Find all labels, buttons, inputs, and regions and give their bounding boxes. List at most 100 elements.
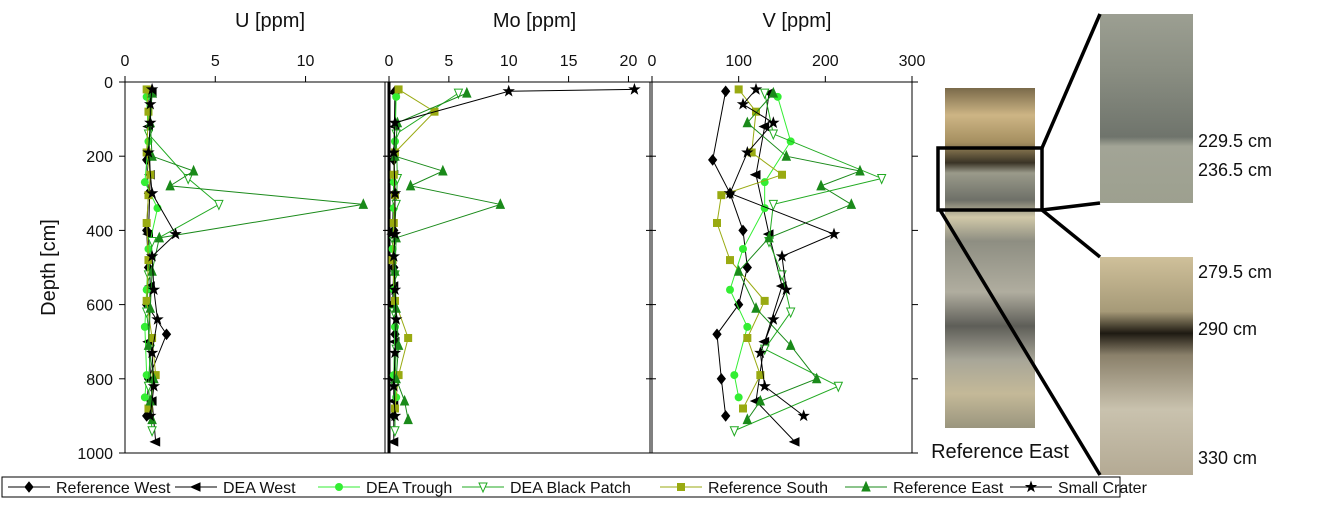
data-point: [151, 312, 164, 325]
zoom-photo-lower: [1100, 257, 1193, 475]
data-point: [827, 227, 841, 240]
data-point: [729, 426, 740, 437]
data-point: [388, 256, 397, 265]
data-point: [855, 164, 865, 176]
data-point: [387, 379, 400, 392]
data-point: [142, 145, 155, 158]
data-point: [144, 107, 153, 116]
y-axis-label: Depth [cm]: [38, 219, 60, 316]
zoom-box: [936, 146, 1044, 212]
x-tick-label: 5: [444, 53, 453, 70]
data-point: [147, 283, 161, 296]
data-point: [749, 169, 761, 180]
y-tick-label: 1000: [77, 446, 113, 463]
data-point: [747, 148, 756, 157]
data-point: [721, 410, 731, 422]
data-point: [739, 404, 747, 413]
data-point: [358, 198, 369, 209]
data-point: [743, 322, 752, 331]
plot-frame: [651, 81, 913, 454]
data-point: [389, 218, 398, 227]
data-point: [154, 231, 165, 243]
data-point: [144, 137, 153, 146]
data-point: [758, 379, 771, 392]
zoom-line: [938, 209, 1102, 476]
legend-marker: [24, 481, 34, 493]
data-point: [147, 237, 157, 248]
x-tick-label: 200: [812, 53, 839, 70]
data-point: [392, 92, 401, 101]
data-point: [394, 85, 403, 94]
depth-label: 290 cm: [1198, 319, 1257, 339]
data-point: [756, 371, 765, 380]
data-point: [403, 413, 413, 425]
data-point: [387, 437, 399, 447]
data-point: [145, 186, 159, 199]
series-line: [147, 93, 364, 420]
x-tick-label: 10: [297, 53, 315, 70]
data-point: [768, 199, 779, 211]
data-point: [214, 199, 224, 211]
data-point: [781, 149, 792, 161]
legend-label: Reference East: [893, 480, 1004, 497]
data-point: [165, 179, 175, 191]
data-point: [394, 371, 403, 380]
data-point: [816, 179, 826, 191]
data-point: [389, 312, 403, 325]
data-point: [399, 394, 410, 406]
data-point: [742, 116, 753, 128]
data-point: [767, 312, 780, 325]
data-point: [149, 437, 161, 447]
data-point: [144, 97, 157, 110]
x-tick-label: 100: [725, 53, 752, 70]
data-point: [775, 249, 789, 262]
data-point: [144, 244, 153, 253]
core-label: Reference East: [931, 441, 1069, 463]
chart-title: V [ppm]: [763, 10, 832, 32]
data-point: [144, 191, 153, 200]
depth-label: 330 cm: [1198, 448, 1257, 468]
legend-marker: [189, 482, 201, 492]
data-point: [151, 371, 160, 380]
data-point: [741, 145, 754, 158]
data-point: [453, 88, 464, 100]
data-point: [388, 409, 402, 422]
data-point: [760, 296, 769, 305]
data-point: [502, 84, 515, 97]
data-point: [785, 307, 796, 319]
y-tick-label: 200: [86, 149, 113, 166]
data-point: [390, 264, 400, 276]
data-point: [780, 283, 793, 296]
data-point: [389, 170, 398, 179]
data-point: [739, 244, 747, 253]
data-point: [716, 372, 726, 385]
legend-marker: [1024, 480, 1038, 493]
data-point: [462, 86, 472, 98]
x-tick-label: 5: [211, 53, 220, 70]
data-point: [144, 404, 153, 413]
data-point: [742, 413, 753, 425]
data-point: [390, 426, 400, 437]
data-point: [721, 85, 731, 98]
data-point: [734, 393, 743, 402]
series-line: [146, 93, 220, 431]
data-point: [749, 82, 763, 95]
data-point: [754, 346, 767, 359]
data-point: [846, 198, 857, 209]
data-point: [876, 173, 887, 185]
data-point: [145, 82, 159, 95]
data-point: [388, 227, 402, 240]
data-point: [390, 137, 399, 146]
data-point: [797, 409, 810, 422]
legend-marker: [861, 480, 871, 492]
x-tick-label: 0: [121, 53, 130, 70]
plot-frame: [124, 81, 386, 454]
data-point: [764, 231, 774, 243]
data-point: [723, 186, 737, 199]
data-point: [404, 333, 413, 342]
data-point: [628, 82, 641, 95]
data-point: [768, 86, 779, 98]
data-point: [730, 371, 739, 380]
data-point: [742, 261, 752, 274]
data-point: [147, 426, 157, 437]
